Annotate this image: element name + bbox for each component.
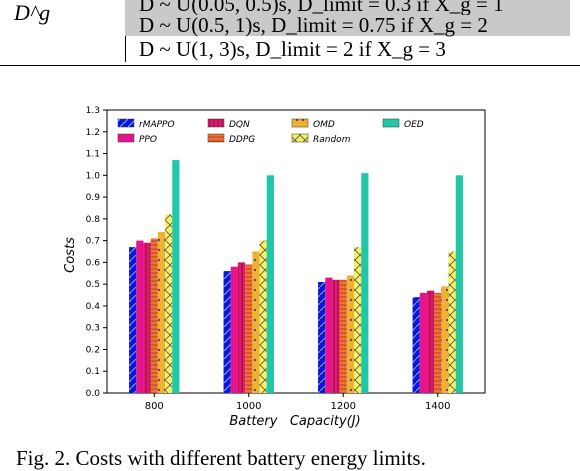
legend-label-oed: OED [404,120,424,130]
x-tick-label: 1200 [331,401,356,412]
bar-hatch [346,275,355,393]
y-tick-label: 0.4 [86,302,101,312]
x-tick-label: 1000 [236,401,261,412]
y-tick-label: 0.6 [86,258,101,268]
bar-hatch [426,290,435,393]
bar-hatch [318,281,326,393]
bar-hatch [245,264,253,393]
axes: 0.0 0.1 0.2 0.3 0.4 0.5 0.6 0.7 0.8 0.9 1.0 1.1 1.2 1… [86,106,486,412]
y-tick-label: 1.2 [86,128,100,138]
bar-oed-800 [172,160,180,393]
bar-hatch [223,271,231,393]
bar-hatch [237,262,246,393]
y-tick-label: 0.9 [86,193,101,203]
bar-ppo-1400 [419,292,427,393]
bar-hatch [339,279,347,393]
y-tick-label: 1.0 [86,171,101,181]
bar-hatch [448,251,456,393]
bar-ppo-1200 [325,277,333,393]
legend-label-rmappo: rMAPPO [139,120,175,130]
legend-swatch-hatch [292,119,308,127]
bar-ppo-1000 [230,266,238,393]
bar-hatch [143,242,151,393]
table-row-2: D ~ U(0.5, 1)s, D_limit = 0.75 if X_g = … [125,15,570,36]
bar-hatch [259,240,267,393]
legend-label-random: Random [313,135,351,145]
bar-ppo-800 [136,240,144,393]
bar-hatch [150,238,158,393]
bar-hatch [441,286,449,393]
legend-swatch-oed [382,118,400,128]
legend: rMAPPO PPO DQN DDPG OMD Random OED [117,118,424,145]
legend-label-dqn: DQN [229,120,250,130]
bar-chart: 0.0 0.1 0.2 0.3 0.4 0.5 0.6 0.7 0.8 0.9 1.0 1.1 1.2 1… [63,106,486,429]
x-axis-label: Battery Capacity(J) [229,414,360,429]
y-tick-label: 0.1 [86,367,100,377]
legend-swatch-hatch [118,119,134,127]
legend-label-ppo: PPO [139,135,157,145]
y-tick-label: 0.3 [86,324,100,334]
bar-oed-1000 [266,175,274,393]
y-tick-label: 0.5 [86,280,100,290]
legend-swatch-hatch [208,119,224,127]
table-bottom-rule [0,65,580,66]
y-tick-label: 0.0 [86,389,101,399]
bar-hatch [157,231,166,393]
figure-caption: Fig. 2. Costs with different battery ene… [16,446,426,470]
bar-hatch [332,279,340,393]
bar-oed-1200 [361,173,369,393]
y-tick-label: 1.3 [86,106,100,116]
bar-oed-1400 [455,175,463,393]
bar-hatch [252,251,260,393]
y-tick-label: 0.2 [86,345,100,355]
legend-label-omd: OMD [313,120,335,130]
table-fragment: D^g D ~ U(0.05, 0.5)s, D_limit = 0.3 if … [0,0,580,66]
bar-hatch [165,214,173,393]
legend-swatch-hatch [208,134,224,142]
bar-hatch [354,247,362,393]
bar-hatch [129,247,137,393]
table-row-3: D ~ U(1, 3)s, D_limit = 2 if X_g = 3 [139,37,446,61]
y-tick-label: 0.8 [86,215,101,225]
bars [129,160,463,393]
bar-hatch [412,297,420,393]
plot-frame [106,109,486,394]
legend-swatch-hatch [292,134,308,142]
legend-label-ddpg: DDPG [229,135,255,145]
x-tick-label: 1400 [425,401,450,412]
legend-swatch-ppo [117,133,135,143]
y-axis-label: Costs [63,237,78,273]
table-row-label: D^g [14,0,51,25]
bar-hatch [434,292,442,393]
y-tick-label: 1.1 [86,150,100,160]
table-row-1: D ~ U(0.05, 0.5)s, D_limit = 0.3 if X_g … [125,0,570,15]
y-tick-label: 0.7 [86,237,100,247]
x-tick-label: 800 [145,401,164,412]
